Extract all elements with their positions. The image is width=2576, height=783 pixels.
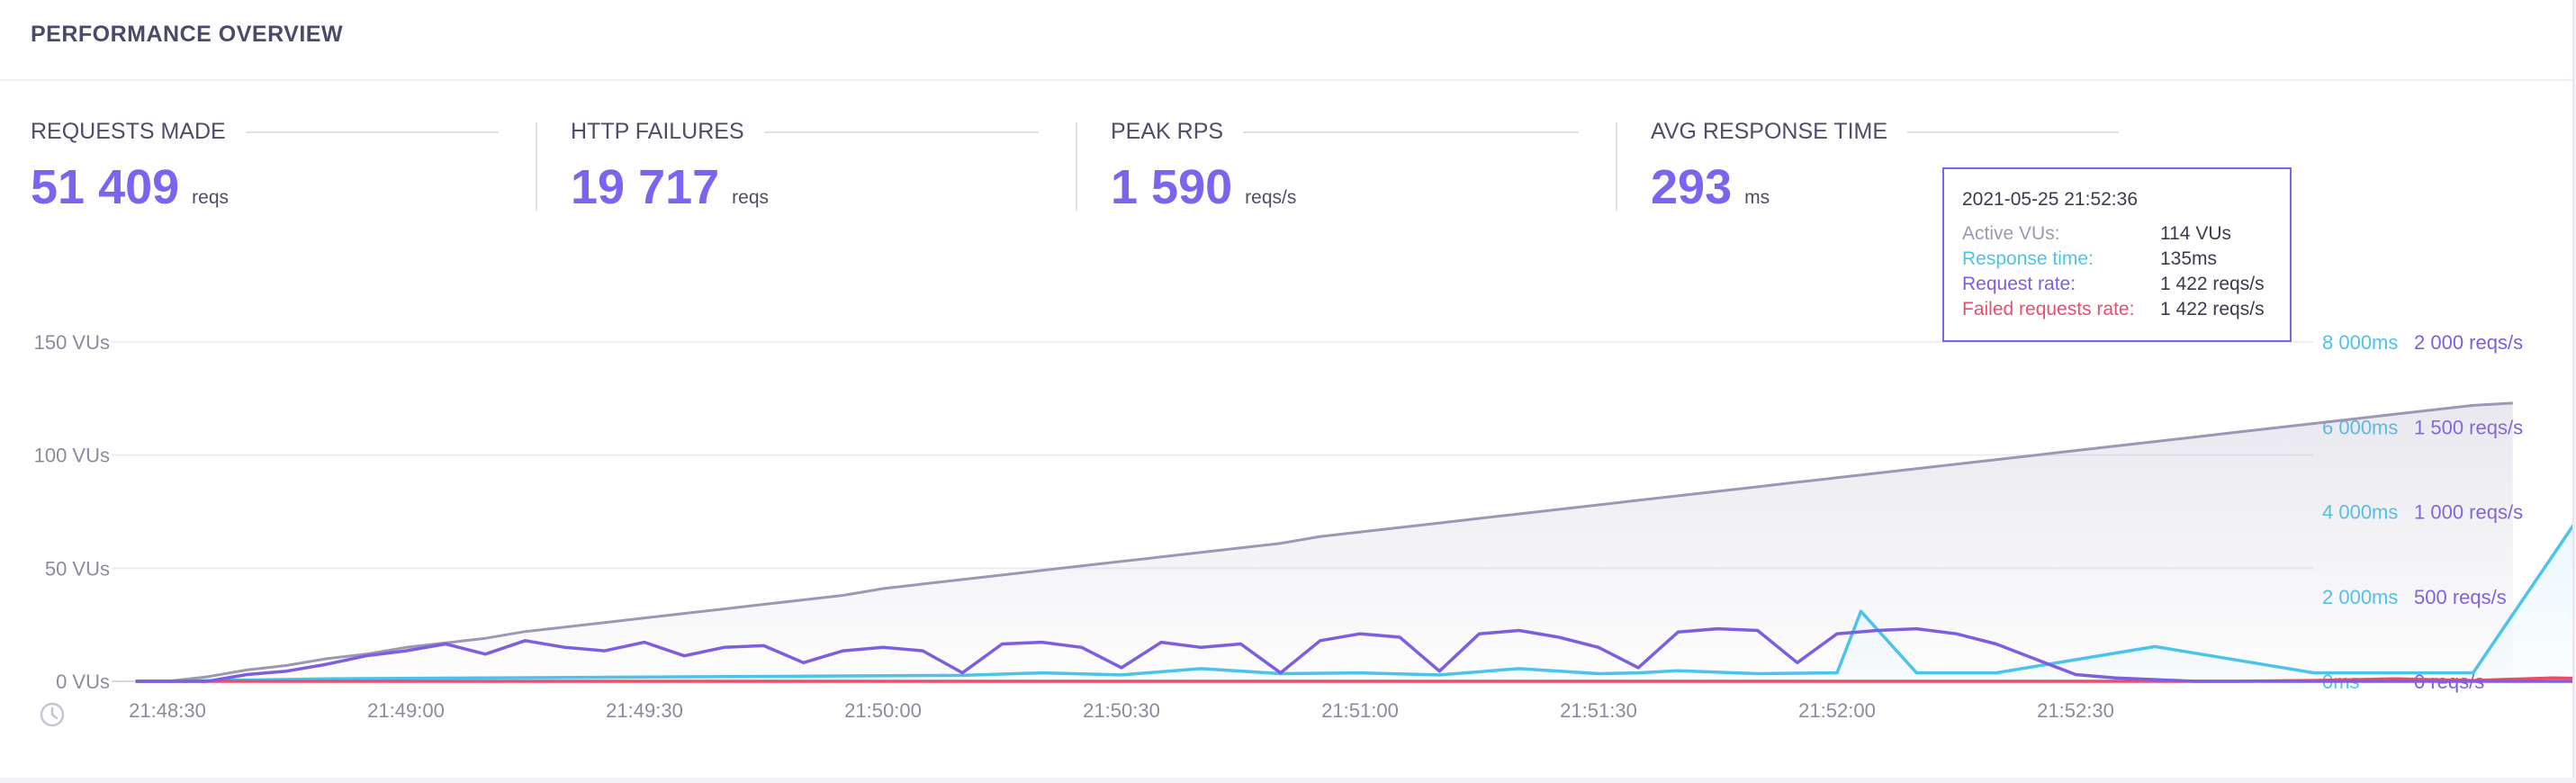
metric-http-failures: HTTP FAILURES 19 717 reqs [571,119,1039,218]
y-right-rate-tick-label: 2 000 reqs/s [2414,331,2523,354]
tooltip-label: Request rate: [1962,274,2076,294]
x-tick-label: 21:50:30 [1083,699,1160,722]
series-line-failed [135,676,2572,683]
metric-label: AVG RESPONSE TIME [1651,119,1888,144]
tooltip-label: Response time: [1962,248,2094,269]
x-tick-label: 21:52:30 [2037,699,2114,722]
x-tick-label: 21:51:30 [1560,699,1637,722]
tooltip-row-active-vus: Active VUs: 114 VUs [1962,223,2231,245]
series-area-vus [135,402,2513,681]
metric-unit: reqs/s [1245,187,1297,208]
chart-lines [135,401,2572,683]
metric-peak-rps: PEAK RPS 1 590 reqs/s [1111,119,1579,218]
clock-icon [40,702,65,727]
metric-unit: reqs [192,187,230,208]
metric-value: 51 409 [31,160,180,214]
series-line-response [135,523,2572,683]
metric-label: REQUESTS MADE [31,119,226,144]
chart-areas [135,402,2572,681]
y-left-tick-label: 150 VUs [34,331,110,354]
x-tick-label: 21:50:00 [844,699,922,722]
tooltip-row-failed-requests-rate: Failed requests rate: 1 422 reqs/s [1962,299,2265,320]
panel-title: PERFORMANCE OVERVIEW [31,22,344,47]
x-tick-label: 21:51:00 [1321,699,1399,722]
tooltip-value: 1 422 reqs/s [2160,274,2265,294]
metric-rule [1907,130,2119,133]
x-tick-label: 21:52:00 [1798,699,1876,722]
metric-requests-made: REQUESTS MADE 51 409 reqs [31,119,499,218]
metric-unit: ms [1744,187,1770,208]
metric-rule [1243,130,1579,133]
tooltip-time: 2021-05-25 21:52:36 [1962,189,2138,210]
tooltip-value: 1 422 reqs/s [2160,299,2265,320]
metric-avg-response-time: AVG RESPONSE TIME 293 ms [1651,119,2119,218]
y-left-tick-label: 100 VUs [34,445,110,467]
metric-unit: reqs [732,187,770,208]
metric-separator [536,122,537,211]
y-left-tick-label: 0 VUs [56,670,110,693]
metric-label: PEAK RPS [1111,119,1224,144]
y-left-tick-label: 50 VUs [45,557,110,580]
tooltip-value: 114 VUs [2160,223,2231,244]
series-line-request [135,626,2572,683]
x-tick-label: 21:49:00 [367,699,445,722]
metric-rule [763,130,1039,133]
header-divider [0,79,2572,81]
metric-value: 293 [1651,160,1733,214]
metric-value: 19 717 [571,160,720,214]
metric-value: 1 590 [1111,160,1233,214]
metric-rule [245,130,499,133]
series-line-vus [135,401,2513,683]
tooltip-value: 135ms [2160,248,2218,269]
metric-separator [1076,122,1077,211]
y-right-response-tick-label: 8 000ms [2322,331,2398,354]
metric-label: HTTP FAILURES [571,119,744,144]
metric-separator [1616,122,1617,211]
x-tick-label: 21:49:30 [606,699,683,722]
chart-tooltip: 2021-05-25 21:52:36 Active VUs: 114 VUs R… [1942,167,2292,342]
tooltip-label: Failed requests rate: [1962,299,2135,320]
tooltip-label: Active VUs: [1962,223,2060,244]
tooltip-row-response-time: Response time: 135ms [1962,248,2217,270]
tooltip-row-request-rate: Request rate: 1 422 reqs/s [1962,274,2265,295]
x-tick-label: 21:48:30 [129,699,206,722]
